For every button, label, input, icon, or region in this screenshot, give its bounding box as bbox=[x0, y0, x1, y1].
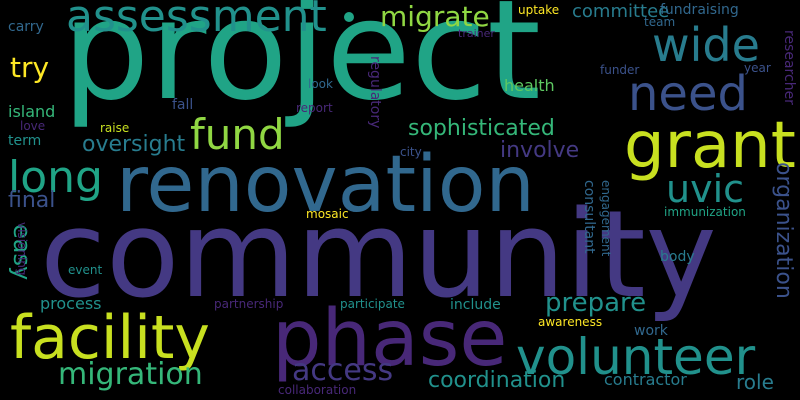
word-team: team bbox=[644, 15, 676, 29]
word-engagement: engagement bbox=[599, 180, 613, 257]
word-oversight: oversight bbox=[82, 132, 186, 157]
word-island: island bbox=[8, 102, 56, 121]
word-access: access bbox=[292, 353, 394, 388]
word-love: love bbox=[20, 119, 46, 133]
word-health: health bbox=[504, 76, 555, 95]
word-funder: funder bbox=[600, 63, 640, 77]
word-work: work bbox=[634, 323, 668, 339]
word-assessment: assessment bbox=[66, 0, 327, 42]
word-trainer: trainer bbox=[458, 27, 495, 40]
word-volunteer: volunteer bbox=[516, 328, 756, 386]
word-look: look bbox=[308, 77, 333, 91]
word-renovation: renovation bbox=[116, 140, 535, 230]
word-need: need bbox=[628, 66, 748, 122]
word-long: long bbox=[8, 152, 103, 203]
word-city: city bbox=[400, 145, 422, 159]
word-year: year bbox=[744, 61, 771, 75]
word-fundraising: fundraising bbox=[660, 2, 739, 18]
word-body: body bbox=[660, 249, 695, 265]
word-contractor: contractor bbox=[604, 370, 687, 389]
word-phase: phase bbox=[272, 294, 508, 384]
word-event: event bbox=[68, 263, 103, 277]
word-uptake: uptake bbox=[518, 3, 560, 17]
word-participate: participate bbox=[340, 297, 405, 311]
word-awareness: awareness bbox=[538, 315, 603, 329]
word-raise: raise bbox=[100, 121, 130, 135]
word-partnership: partnership bbox=[214, 297, 284, 311]
dot-mark bbox=[344, 12, 354, 22]
word-involve: involve bbox=[500, 138, 580, 163]
word-process: process bbox=[40, 294, 102, 313]
word-sophisticated: sophisticated bbox=[408, 116, 555, 141]
word-regulatory: regulatory bbox=[367, 56, 383, 129]
word-grant: grant bbox=[624, 109, 796, 183]
word-include: include bbox=[450, 297, 501, 313]
word-researcher: researcher bbox=[781, 30, 797, 105]
word-wide: wide bbox=[652, 18, 760, 72]
word-community: community bbox=[40, 186, 717, 325]
word-mosaic: mosaic bbox=[306, 207, 349, 221]
word-migration: migration bbox=[58, 357, 203, 392]
word-term: term bbox=[8, 133, 42, 149]
word-committee: committee bbox=[572, 1, 670, 22]
word-visioning: visioning bbox=[15, 222, 29, 276]
word-role: role bbox=[736, 370, 774, 394]
word-coordination: coordination bbox=[428, 368, 566, 393]
word-collaboration: collaboration bbox=[278, 383, 357, 397]
word-uvic: uvic bbox=[666, 167, 745, 211]
word-report: report bbox=[296, 101, 333, 115]
word-organization: organization bbox=[771, 162, 796, 299]
word-try: try bbox=[10, 51, 50, 84]
word-facility: facility bbox=[10, 303, 210, 373]
word-fall: fall bbox=[172, 97, 194, 113]
word-fund: fund bbox=[190, 110, 285, 159]
word-prepare: prepare bbox=[545, 288, 647, 318]
word-consultant: consultant bbox=[581, 180, 597, 254]
word-final: final bbox=[8, 188, 56, 213]
word-carry: carry bbox=[8, 19, 44, 35]
word-migrate: migrate bbox=[380, 0, 490, 33]
word-project: project bbox=[62, 0, 541, 131]
word-immunization: immunization bbox=[664, 205, 746, 219]
